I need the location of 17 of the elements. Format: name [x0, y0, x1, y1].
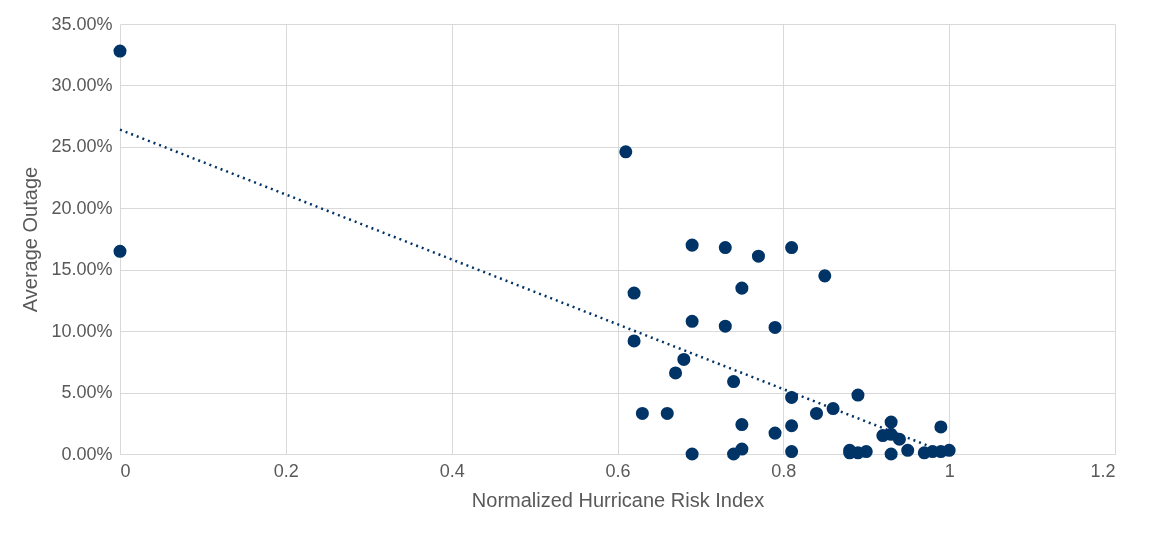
y-axis-title: Average Outage	[19, 166, 42, 313]
x-tick-label: 0.2	[273, 460, 299, 481]
x-tick-label: 1.2	[1090, 460, 1116, 481]
y-tick-label: 5.00%	[61, 382, 113, 403]
y-tick-label: 0.00%	[61, 443, 113, 464]
y-tick-label: 20.00%	[51, 197, 113, 218]
x-axis-title: Normalized Hurricane Risk Index	[471, 488, 765, 511]
y-tick-label: 10.00%	[51, 320, 113, 341]
x-tick-label: 0.6	[605, 460, 631, 481]
x-tick-label: 0.4	[439, 460, 465, 481]
y-tick-label: 25.00%	[51, 136, 113, 157]
x-tick-label: 0.8	[771, 460, 797, 481]
y-tick-label: 15.00%	[51, 259, 113, 280]
y-tick-label: 35.00%	[51, 13, 113, 34]
x-tick-label: 1	[944, 460, 955, 481]
y-tick-label: 30.00%	[51, 74, 113, 95]
x-tick-label: 0	[120, 460, 131, 481]
